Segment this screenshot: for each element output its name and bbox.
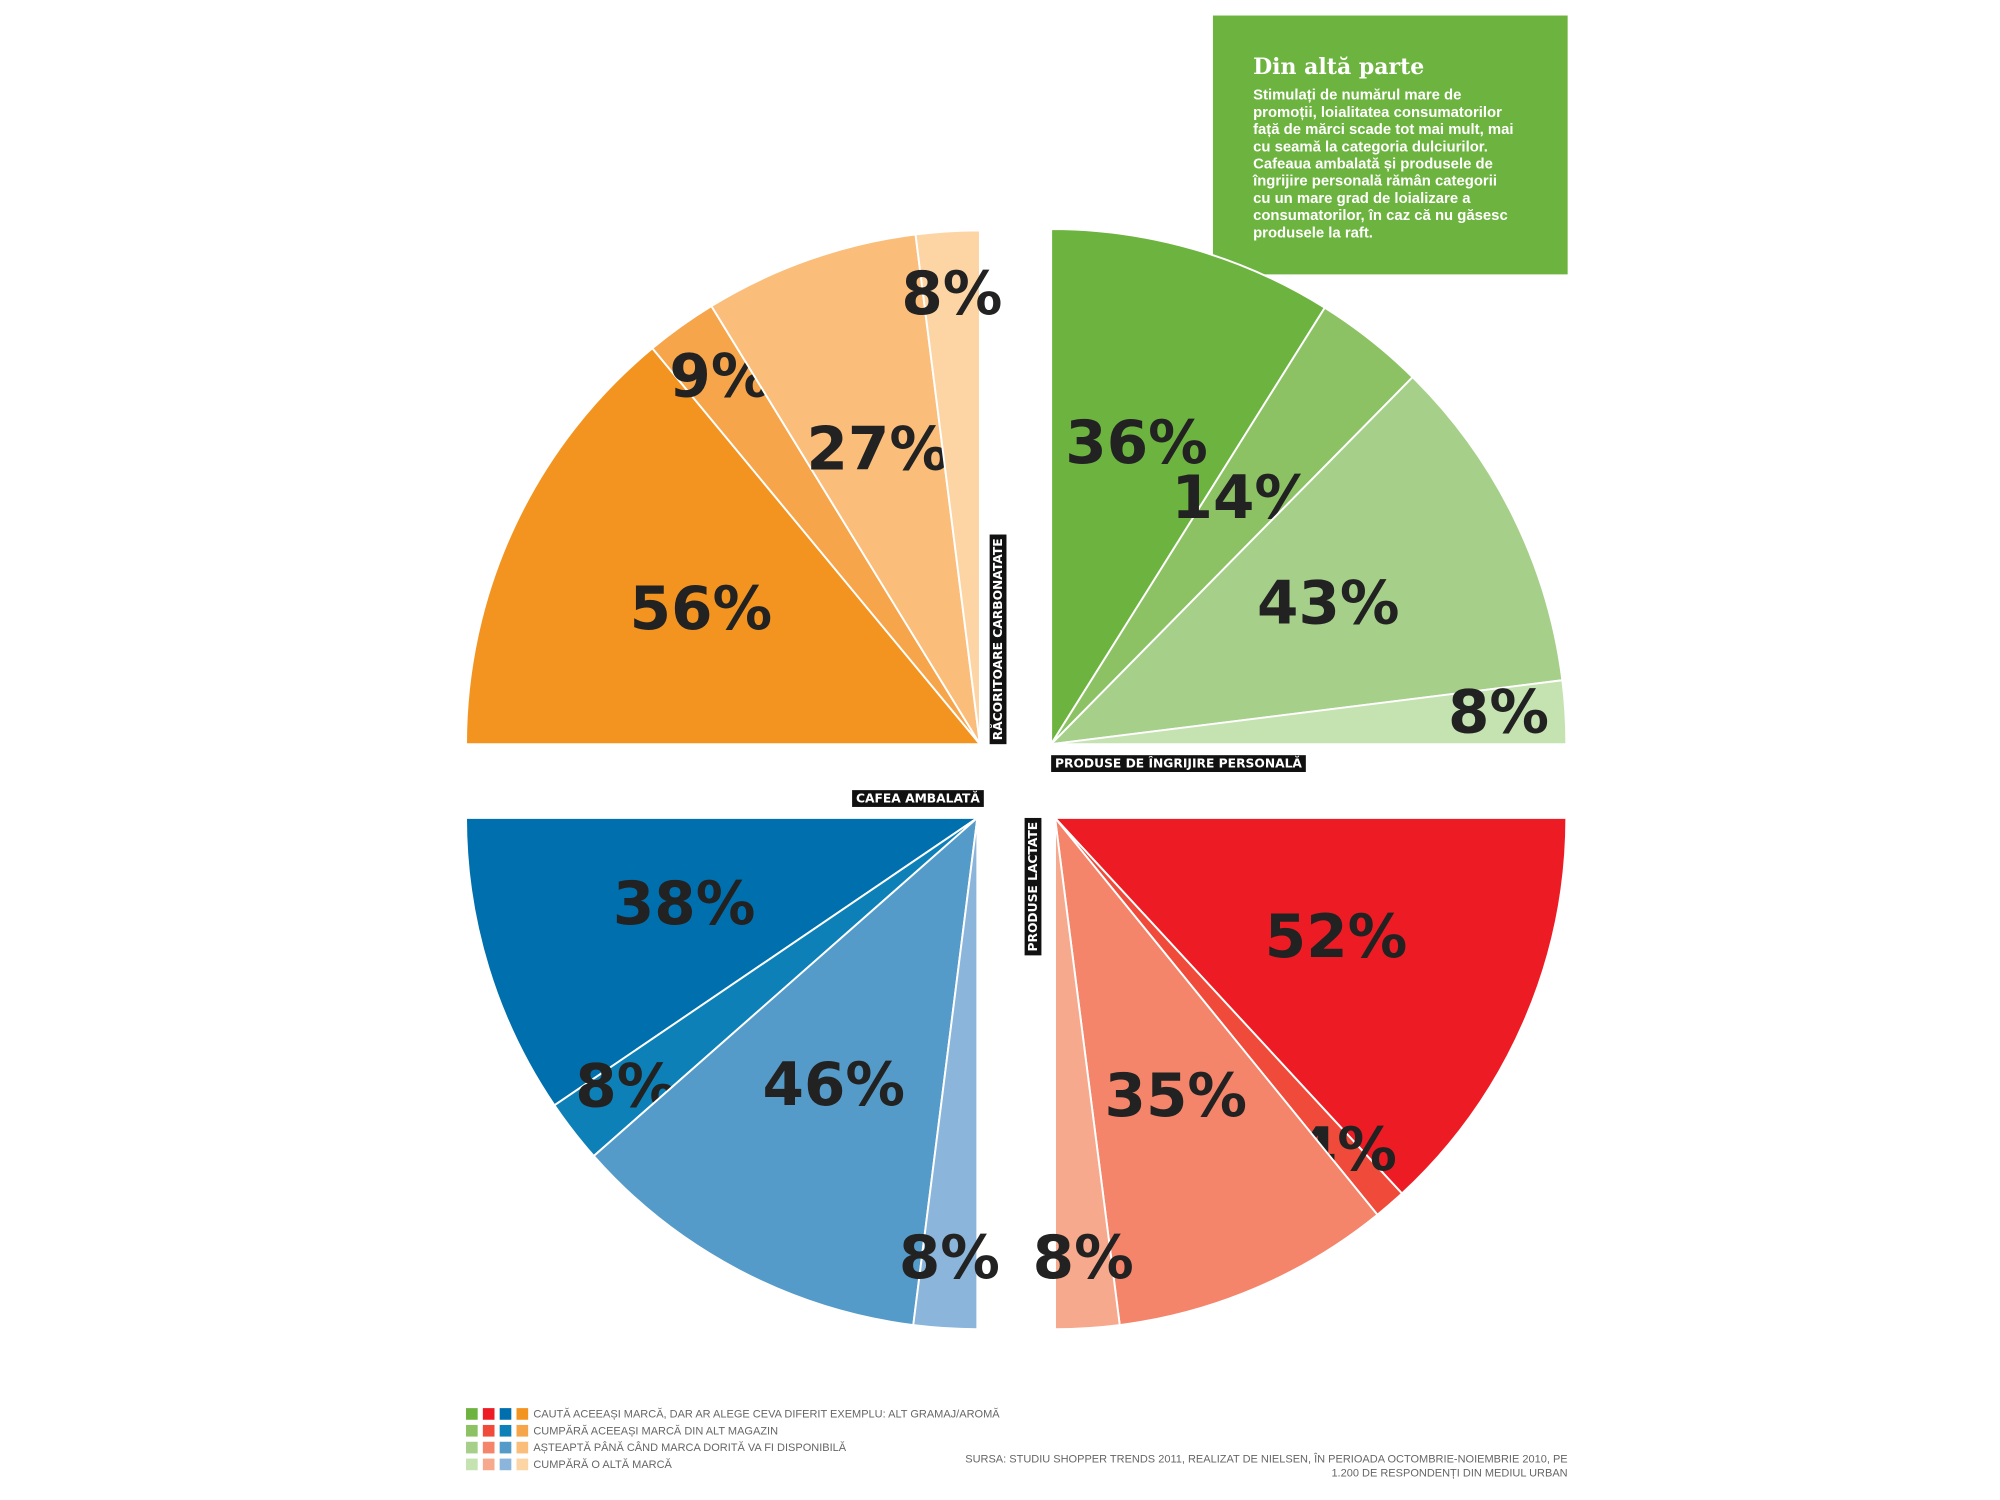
source: 1.200 DE RESPONDENȚI DIN MEDIUL URBAN [1331, 1468, 1567, 1480]
legend-swatch [516, 1408, 529, 1420]
legend-swatch [516, 1424, 529, 1437]
slice [1051, 679, 1568, 746]
legend-swatch [499, 1458, 512, 1471]
slice [1048, 375, 1564, 746]
legend-label: AȘTEAPTĂ PÂNĂ CÂND MARCA DORITĂ VA FI DI… [533, 1441, 846, 1454]
slice [1050, 228, 1327, 748]
legend-swatch [482, 1458, 495, 1471]
slice-label: 8% [899, 1224, 1000, 1293]
slice [1054, 817, 1121, 1331]
box-line: promoții, loialitatea consumatorilor [1253, 105, 1502, 121]
legend-label: CAUTĂ ACEEAȘI MARCĂ, DAR AR ALEGE CEVA D… [533, 1407, 1000, 1420]
legend-swatch [499, 1408, 512, 1420]
legend-swatch [466, 1458, 478, 1471]
slice-label: 36% [1065, 409, 1208, 478]
legend-swatch [516, 1441, 529, 1454]
legend-swatch [499, 1424, 512, 1437]
box-line: cu seamă la categoria dulciurilor. [1253, 139, 1488, 155]
legend-label: CUMPĂRĂ O ALTĂ MARCĂ [533, 1458, 672, 1471]
slice [914, 229, 981, 745]
slice-label: 52% [1265, 903, 1408, 972]
slice [1053, 814, 1379, 1327]
slice-label: 56% [630, 575, 773, 644]
slice [465, 816, 981, 1107]
category-label: PRODUSE DE ÎNGRIJIRE PERSONALĂ [1055, 756, 1302, 771]
slice [912, 817, 979, 1331]
legend-swatch [482, 1424, 495, 1437]
source: SURSA: STUDIU SHOPPER TRENDS 2011, REALI… [965, 1452, 1567, 1465]
category-tag: PRODUSE LACTATE [1024, 817, 1042, 956]
legend-swatch [516, 1458, 529, 1471]
category-label: CAFEA AMBALATĂ [856, 791, 980, 806]
slice-label: 38% [613, 870, 756, 939]
slice-label: 8% [1448, 678, 1549, 747]
slice [1052, 816, 1568, 1195]
tag-bg [1051, 755, 1306, 773]
legend-swatch [466, 1408, 478, 1420]
category-tag: CAFEA AMBALATĂ [852, 790, 984, 807]
legend-swatch [466, 1441, 478, 1454]
tag-bg [1024, 817, 1042, 956]
legend-swatch [466, 1424, 478, 1437]
legend-label: CUMPĂRĂ ACEEAȘI MARCĂ DIN ALT MAGAZIN [533, 1424, 778, 1437]
box-line: Stimulați de numărul mare de [1253, 88, 1461, 104]
category-tag: RĂCORITOARE CARBONATATE [989, 534, 1007, 745]
box-line: cu un mare grad de loializare a [1253, 191, 1471, 207]
slice-label: 46% [763, 1051, 906, 1120]
slice-label: 8% [901, 260, 1002, 329]
legend-swatch [482, 1408, 495, 1420]
category-label: RĂCORITOARE CARBONATATE [990, 538, 1005, 740]
slice-label: 43% [1257, 569, 1400, 638]
slice-label: 27% [807, 415, 950, 484]
box-title: Din altă parte [1253, 54, 1424, 80]
slice-label: 8% [1033, 1224, 1134, 1293]
tag-bg [852, 790, 984, 807]
tag-bg [989, 534, 1007, 745]
box-line: îngrijire personală rămân categorii [1252, 174, 1497, 190]
slice [592, 815, 979, 1327]
box-line: consumatorilor, în caz că nu găsesc [1253, 208, 1508, 224]
category-label: PRODUSE LACTATE [1026, 822, 1040, 952]
box-line: produsele la raft. [1253, 225, 1373, 241]
slice [465, 346, 982, 746]
slice [710, 233, 981, 745]
legend-swatch [482, 1441, 495, 1454]
slice-label: 35% [1105, 1062, 1248, 1131]
category-tag: PRODUSE DE ÎNGRIJIRE PERSONALĂ [1051, 755, 1306, 773]
box-line: față de mărci scade tot mai mult, mai [1253, 122, 1513, 138]
info-box [1212, 15, 1568, 275]
legend-swatch [499, 1441, 512, 1454]
box-line: Cafeaua ambalată și produsele de [1253, 157, 1493, 173]
